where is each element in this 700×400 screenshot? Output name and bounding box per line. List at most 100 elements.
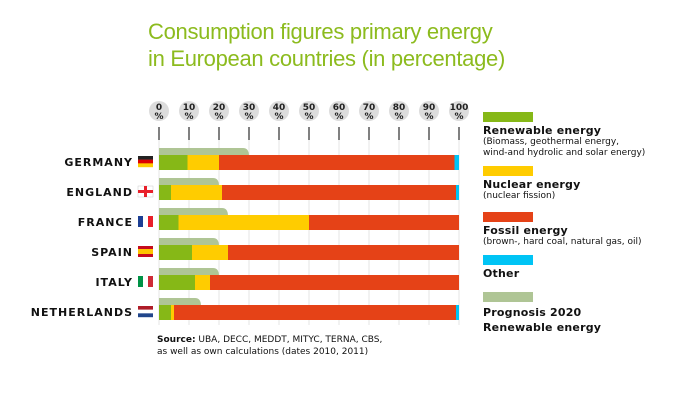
legend-desc-fossil: (brown-, hard coal, natural gas, oil) bbox=[483, 237, 642, 247]
country-label: NETHERLANDS bbox=[31, 306, 133, 319]
bar-segment-renewable-energy bbox=[159, 305, 171, 320]
x-tick-label: 70 bbox=[363, 103, 376, 113]
tick-badge bbox=[329, 101, 349, 121]
legend-title-prognosis: Prognosis 2020 bbox=[483, 306, 582, 319]
bar-segment-fossil-energy bbox=[222, 185, 456, 200]
chart-title: Consumption figures primary energy in Eu… bbox=[148, 18, 505, 72]
bar-segment-other bbox=[456, 305, 459, 320]
legend-item-nuclear: Nuclear energy (nuclear fission) bbox=[483, 166, 698, 202]
bar-segment-renewable-energy bbox=[159, 215, 179, 230]
bar-segment-nuclear-energy bbox=[171, 185, 222, 200]
flag-france-stripe bbox=[143, 216, 148, 227]
flag-england-cross-h bbox=[138, 190, 153, 193]
x-tick-label: 80 bbox=[393, 103, 406, 113]
legend-desc-nuclear: (nuclear fission) bbox=[483, 191, 556, 201]
tick-badge bbox=[239, 101, 259, 121]
tick-badge bbox=[389, 101, 409, 121]
legend: Renewable energy (Biomass, geothermal en… bbox=[483, 112, 698, 334]
flag-germany-stripe bbox=[138, 159, 153, 164]
prognosis-bar bbox=[159, 238, 219, 246]
x-tick-label: 20 bbox=[213, 103, 226, 113]
x-tick-unit: % bbox=[274, 112, 283, 122]
country-label: SPAIN bbox=[91, 246, 133, 259]
tick-badge bbox=[179, 101, 199, 121]
prognosis-bar bbox=[159, 148, 249, 156]
legend-desc-renewable-2: wind-and hydrolic and solar energy) bbox=[483, 148, 646, 158]
x-tick-unit: % bbox=[244, 112, 253, 122]
source-line-1: UBA, DECC, MEDDT, MITYC, TERNA, CBS, bbox=[195, 335, 383, 345]
flag-netherlands-stripe bbox=[138, 309, 153, 314]
legend-swatch-renewable bbox=[483, 112, 533, 122]
legend-item-fossil: Fossil energy (brown-, hard coal, natura… bbox=[483, 212, 698, 248]
flag-spain-stripe bbox=[138, 246, 153, 249]
flag-france-stripe bbox=[148, 216, 153, 227]
flag-netherlands-stripe bbox=[138, 313, 153, 318]
bar-segment-nuclear-energy bbox=[178, 215, 309, 230]
prognosis-bar bbox=[159, 298, 201, 306]
country-label: GERMANY bbox=[64, 156, 133, 169]
country-label: ITALY bbox=[95, 276, 133, 289]
bar-segment-renewable-energy bbox=[159, 155, 188, 170]
chart-title-line-1: Consumption figures primary energy bbox=[148, 19, 493, 44]
x-tick-unit: % bbox=[364, 112, 373, 122]
legend-swatch-nuclear bbox=[483, 166, 533, 176]
bar-segment-other bbox=[456, 185, 459, 200]
legend-swatch-prognosis bbox=[483, 292, 533, 302]
x-tick-unit: % bbox=[304, 112, 313, 122]
bar-segment-nuclear-energy bbox=[192, 245, 228, 260]
bar-segment-other bbox=[454, 155, 459, 170]
bar-segment-renewable-energy bbox=[159, 185, 171, 200]
legend-item-renewable: Renewable energy (Biomass, geothermal en… bbox=[483, 112, 698, 159]
bar-segment-nuclear-energy bbox=[171, 305, 174, 320]
bar-segment-renewable-energy bbox=[159, 245, 192, 260]
bar-segment-fossil-energy bbox=[210, 275, 459, 290]
flag-france-stripe bbox=[138, 216, 143, 227]
legend-swatch-other bbox=[483, 255, 533, 265]
x-tick-unit: % bbox=[334, 112, 343, 122]
bar-segment-nuclear-energy bbox=[187, 155, 219, 170]
legend-title-prognosis-2: Renewable energy bbox=[483, 321, 602, 334]
flag-italy-stripe bbox=[143, 276, 148, 287]
legend-item-other: Other bbox=[483, 255, 698, 280]
chart-title-line-2: in European countries (in percentage) bbox=[148, 46, 506, 71]
country-label: ENGLAND bbox=[66, 186, 133, 199]
x-tick-unit: % bbox=[184, 112, 193, 122]
bar-segment-nuclear-energy bbox=[195, 275, 210, 290]
legend-swatch-fossil bbox=[483, 212, 533, 222]
tick-badge bbox=[209, 101, 229, 121]
flag-netherlands-stripe bbox=[138, 306, 153, 310]
tick-badge bbox=[449, 101, 469, 121]
x-tick-unit: % bbox=[214, 112, 223, 122]
tick-badge bbox=[149, 101, 169, 121]
bar-segment-fossil-energy bbox=[309, 215, 459, 230]
x-tick-label: 100 bbox=[450, 103, 469, 113]
prognosis-bar bbox=[159, 268, 219, 276]
tick-badge bbox=[419, 101, 439, 121]
legend-title-renewable: Renewable energy bbox=[483, 124, 602, 137]
prognosis-bar bbox=[159, 208, 228, 216]
x-tick-label: 90 bbox=[423, 103, 436, 113]
x-tick-label: 40 bbox=[273, 103, 286, 113]
x-tick-label: 0 bbox=[156, 103, 162, 113]
tick-badge bbox=[299, 101, 319, 121]
x-tick-unit: % bbox=[154, 112, 163, 122]
tick-badge bbox=[359, 101, 379, 121]
flag-italy-stripe bbox=[138, 276, 143, 287]
source-line-2: as well as own calculations (dates 2010,… bbox=[157, 347, 369, 357]
tick-badge bbox=[269, 101, 289, 121]
x-tick-label: 10 bbox=[183, 103, 196, 113]
x-tick-label: 30 bbox=[243, 103, 256, 113]
source-note: Source: UBA, DECC, MEDDT, MITYC, TERNA, … bbox=[157, 334, 382, 358]
x-tick-label: 60 bbox=[333, 103, 346, 113]
bar-segment-fossil-energy bbox=[228, 245, 459, 260]
legend-title-other: Other bbox=[483, 267, 520, 280]
flag-spain-stripe bbox=[138, 249, 153, 254]
bar-segment-fossil-energy bbox=[219, 155, 455, 170]
source-label: Source: bbox=[157, 335, 196, 345]
stacked-bar-chart: 0%10%20%30%40%50%60%70%80%90%100%GERMANY… bbox=[31, 101, 469, 325]
legend-title-fossil: Fossil energy bbox=[483, 224, 568, 237]
flag-germany-stripe bbox=[138, 163, 153, 168]
legend-title-nuclear: Nuclear energy bbox=[483, 178, 581, 191]
x-tick-unit: % bbox=[454, 112, 463, 122]
x-tick-unit: % bbox=[424, 112, 433, 122]
